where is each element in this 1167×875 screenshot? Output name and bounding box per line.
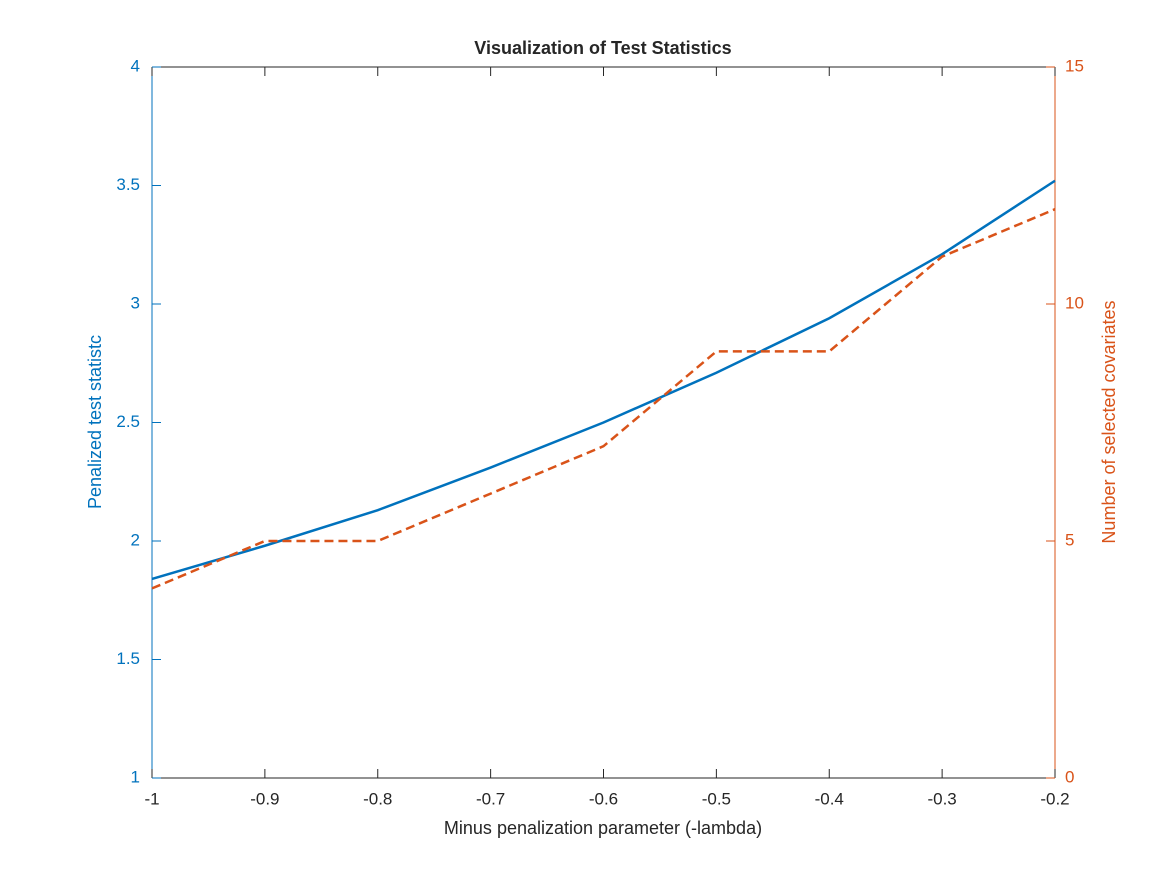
y2-tick-label: 10 [1065, 293, 1084, 312]
x-tick-label: -0.5 [702, 789, 731, 808]
x-axis-label: Minus penalization parameter (-lambda) [444, 818, 762, 838]
x-tick-label: -1 [144, 789, 159, 808]
y-tick-label: 3 [131, 293, 140, 312]
data-line [151, 179, 1056, 581]
x-tick-label: -0.6 [589, 789, 618, 808]
y2-axis-label: Number of selected covariates [1099, 300, 1119, 543]
x-tick-label: -0.7 [476, 789, 505, 808]
x-tick-label: -0.3 [927, 789, 956, 808]
x-tick-label: -0.9 [250, 789, 279, 808]
y-tick-label: 2 [131, 530, 140, 549]
y-tick-label: 2.5 [116, 412, 140, 431]
y2-tick-label: 0 [1065, 767, 1074, 786]
chart-title: Visualization of Test Statistics [474, 38, 731, 58]
y-tick-label: 4 [131, 56, 140, 75]
y2-tick-label: 5 [1065, 530, 1074, 549]
x-tick-label: -0.8 [363, 789, 392, 808]
y-tick-label: 1.5 [116, 649, 140, 668]
data-line [151, 208, 1056, 590]
y-tick-label: 1 [131, 767, 140, 786]
y2-tick-label: 15 [1065, 56, 1084, 75]
x-tick-label: -0.4 [815, 789, 844, 808]
y-axis-label: Penalized test statistc [85, 335, 105, 509]
y-tick-label: 3.5 [116, 175, 140, 194]
x-tick-label: -0.2 [1040, 789, 1069, 808]
